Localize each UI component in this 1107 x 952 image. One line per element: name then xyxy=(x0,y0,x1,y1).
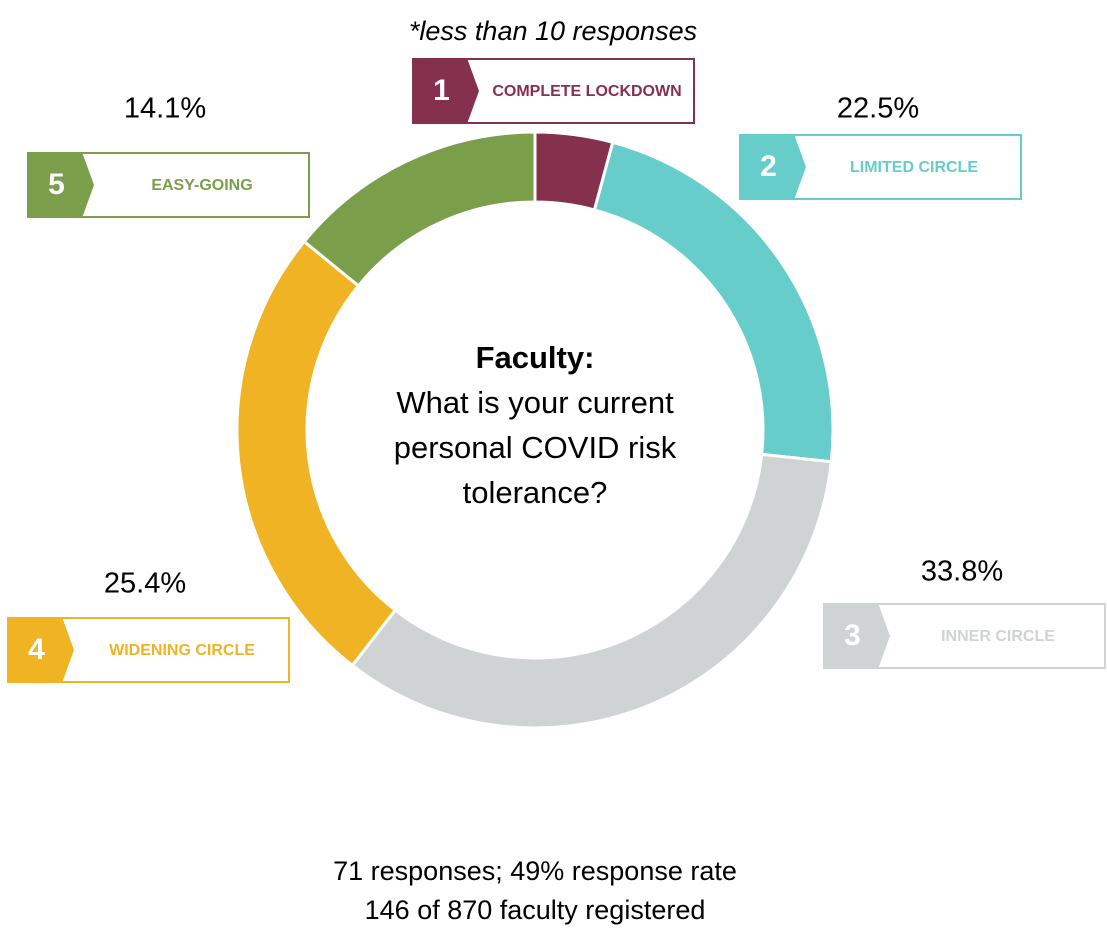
category-label: COMPLETE LOCKDOWN xyxy=(492,83,681,100)
note: *less than 10 responses xyxy=(409,16,697,46)
donut-segment xyxy=(302,130,537,288)
footer-line: 146 of 870 faculty registered xyxy=(365,895,706,925)
badge-number: 1 xyxy=(433,74,450,107)
category-label: WIDENING CIRCLE xyxy=(109,642,255,659)
value-label: 14.1% xyxy=(124,93,206,125)
donut-segment xyxy=(350,452,833,730)
badge-number: 5 xyxy=(48,168,65,201)
footer-line: 71 responses; 49% response rate xyxy=(333,856,737,886)
chart-title: Faculty: xyxy=(475,340,595,375)
chart-subtitle: What is your current personal COVID risk… xyxy=(393,385,677,510)
badge xyxy=(823,603,890,669)
badge-number: 3 xyxy=(844,619,861,652)
badge-number: 2 xyxy=(760,150,777,183)
category-label: EASY-GOING xyxy=(151,177,252,194)
category-label: INNER CIRCLE xyxy=(941,628,1055,645)
value-label: 33.8% xyxy=(921,556,1003,588)
badge xyxy=(739,134,806,200)
badge xyxy=(412,58,479,124)
badge xyxy=(7,617,74,683)
badge-number: 4 xyxy=(28,633,45,666)
value-label: 25.4% xyxy=(104,568,186,600)
value-label: 22.5% xyxy=(837,93,919,125)
badge xyxy=(27,152,94,218)
center-text: Faculty: What is your current personal C… xyxy=(365,335,705,515)
category-label: LIMITED CIRCLE xyxy=(850,159,978,176)
donut-segment xyxy=(235,239,398,668)
